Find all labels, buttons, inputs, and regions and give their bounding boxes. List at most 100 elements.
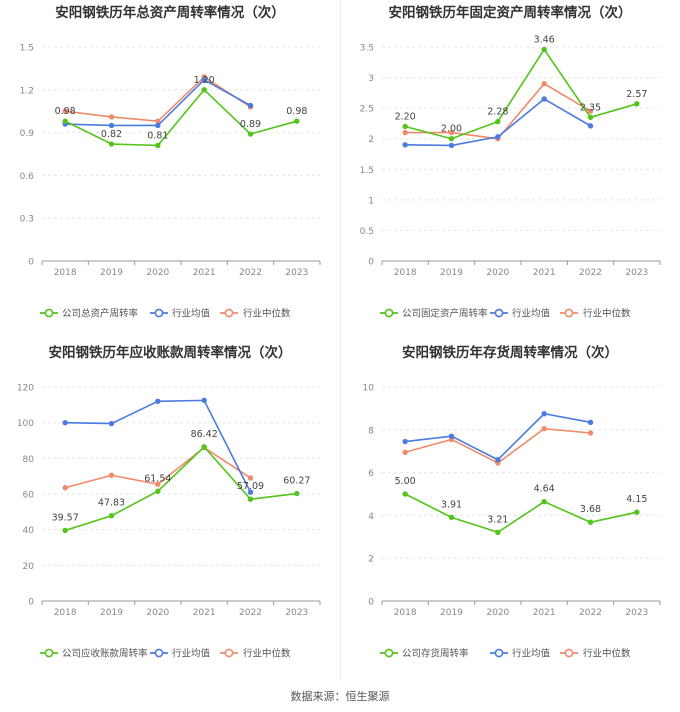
company-data-point <box>62 527 68 534</box>
fixed-asset-turnover-chart: 安阳钢铁历年固定资产周转率情况（次） 0 0.5 1 1.5 2 2.5 3 3.5 2018 20… <box>360 4 661 320</box>
x-tick-label: 2023 <box>285 268 308 278</box>
data-label: 60.27 <box>283 476 310 487</box>
x-tick-label: 2021 <box>533 608 556 618</box>
legend-item-median: 行业中位数 <box>560 308 631 320</box>
data-label: 1.20 <box>194 75 215 86</box>
legend-marker-icon <box>494 308 504 318</box>
x-tick-label: 2018 <box>394 268 417 278</box>
avg-data-point <box>402 142 408 148</box>
y-tick-label: 0.9 <box>20 129 35 139</box>
median-data-point <box>402 129 408 136</box>
y-tick-label: 1.5 <box>360 166 374 176</box>
avg-data-point <box>587 123 594 129</box>
avg-series-line <box>405 412 591 461</box>
legend-item-company: 公司固定资产周转率 <box>380 308 488 320</box>
data-label: 2.57 <box>626 89 647 100</box>
y-tick-label: 6 <box>368 469 374 479</box>
x-tick-label: 2019 <box>440 608 463 618</box>
company-data-point <box>402 123 408 130</box>
avg-data-point <box>62 419 68 426</box>
median-data-point <box>541 426 547 432</box>
company-data-point <box>294 490 300 497</box>
legend-label: 公司总资产周转率 <box>62 308 139 320</box>
legend-marker-icon <box>154 308 164 318</box>
data-label: 47.83 <box>98 498 125 509</box>
legend-label: 行业均值 <box>512 648 551 660</box>
company-data-point <box>448 514 455 521</box>
company-data-point <box>634 101 640 107</box>
company-data-point <box>247 496 254 502</box>
data-label: 0.82 <box>101 129 122 140</box>
x-tick-label: 2019 <box>100 608 123 618</box>
legend-item-median: 行业中位数 <box>560 648 631 660</box>
y-tick-label: 40 <box>23 526 35 536</box>
y-tick-label: 0 <box>28 598 34 608</box>
data-label: 3.91 <box>441 499 462 510</box>
legend-marker-icon <box>384 308 394 318</box>
company-data-point <box>108 141 115 147</box>
legend-label: 公司固定资产周转率 <box>402 308 488 320</box>
company-data-point <box>634 509 640 515</box>
data-label: 3.21 <box>487 514 508 525</box>
data-label: 39.57 <box>52 512 79 523</box>
avg-data-point <box>448 433 455 439</box>
company-series-line <box>64 445 297 532</box>
legend-marker-icon <box>44 308 54 318</box>
data-label: 0.98 <box>55 106 76 117</box>
y-tick-label: 4 <box>368 512 374 522</box>
y-tick-label: 0 <box>28 258 34 268</box>
avg-data-point <box>541 411 547 417</box>
company-data-point <box>402 491 408 497</box>
legend-label: 行业均值 <box>172 648 211 660</box>
avg-data-point <box>495 134 501 140</box>
x-tick-label: 2021 <box>193 268 216 278</box>
x-tick-label: 2023 <box>625 268 648 278</box>
data-label: 0.98 <box>286 106 307 117</box>
company-data-point <box>108 513 115 519</box>
x-tick-label: 2020 <box>146 268 169 278</box>
x-tick-label: 2022 <box>579 608 602 618</box>
y-tick-label: 3.5 <box>360 44 374 54</box>
median-data-point <box>587 430 594 436</box>
legend-marker-icon <box>224 308 234 318</box>
legend-marker-icon <box>564 308 574 318</box>
x-tick-label: 2019 <box>100 268 123 278</box>
y-tick-label: 1.2 <box>20 86 34 96</box>
median-data-point <box>62 485 68 491</box>
total-asset-turnover-chart: 安阳钢铁历年总资产周转率情况（次） 0 0.3 0.6 0.9 1.2 1.5 2018 201… <box>20 4 321 320</box>
median-data-point <box>155 118 161 124</box>
y-tick-label: 0.3 <box>20 215 34 225</box>
legend-item-avg: 行业均值 <box>490 308 551 320</box>
legend-label: 行业均值 <box>172 308 211 320</box>
y-tick-label: 100 <box>17 419 34 429</box>
legend-label: 公司存货周转率 <box>402 648 469 660</box>
median-data-point <box>541 80 547 87</box>
legend-label: 行业中位数 <box>243 308 291 320</box>
y-tick-label: 0.6 <box>20 172 35 182</box>
x-tick-label: 2023 <box>625 608 648 618</box>
y-tick-label: 3 <box>368 74 374 84</box>
legend-item-avg: 行业均值 <box>150 648 211 660</box>
data-label: 2.35 <box>580 102 601 113</box>
company-data-point <box>247 131 254 137</box>
avg-data-point <box>541 96 547 102</box>
y-tick-label: 0.5 <box>360 227 374 237</box>
median-data-point <box>62 108 68 114</box>
company-data-point <box>155 488 161 494</box>
data-label: 57.09 <box>237 481 264 492</box>
data-source-footer: 数据来源：恒生聚源 <box>290 690 390 703</box>
median-data-point <box>108 472 115 478</box>
legend-marker-icon <box>494 648 504 658</box>
data-label: 2.28 <box>487 107 508 118</box>
median-data-point <box>587 108 594 114</box>
data-label: 0.89 <box>240 119 261 130</box>
legend-label: 行业中位数 <box>243 648 291 660</box>
x-tick-label: 2018 <box>54 268 77 278</box>
y-tick-label: 8 <box>368 426 374 436</box>
y-tick-label: 0 <box>368 258 374 268</box>
data-label: 3.46 <box>534 34 555 45</box>
y-tick-label: 2.5 <box>360 105 374 115</box>
y-tick-label: 10 <box>363 384 375 394</box>
avg-data-point <box>155 398 161 404</box>
company-data-point <box>587 114 594 121</box>
